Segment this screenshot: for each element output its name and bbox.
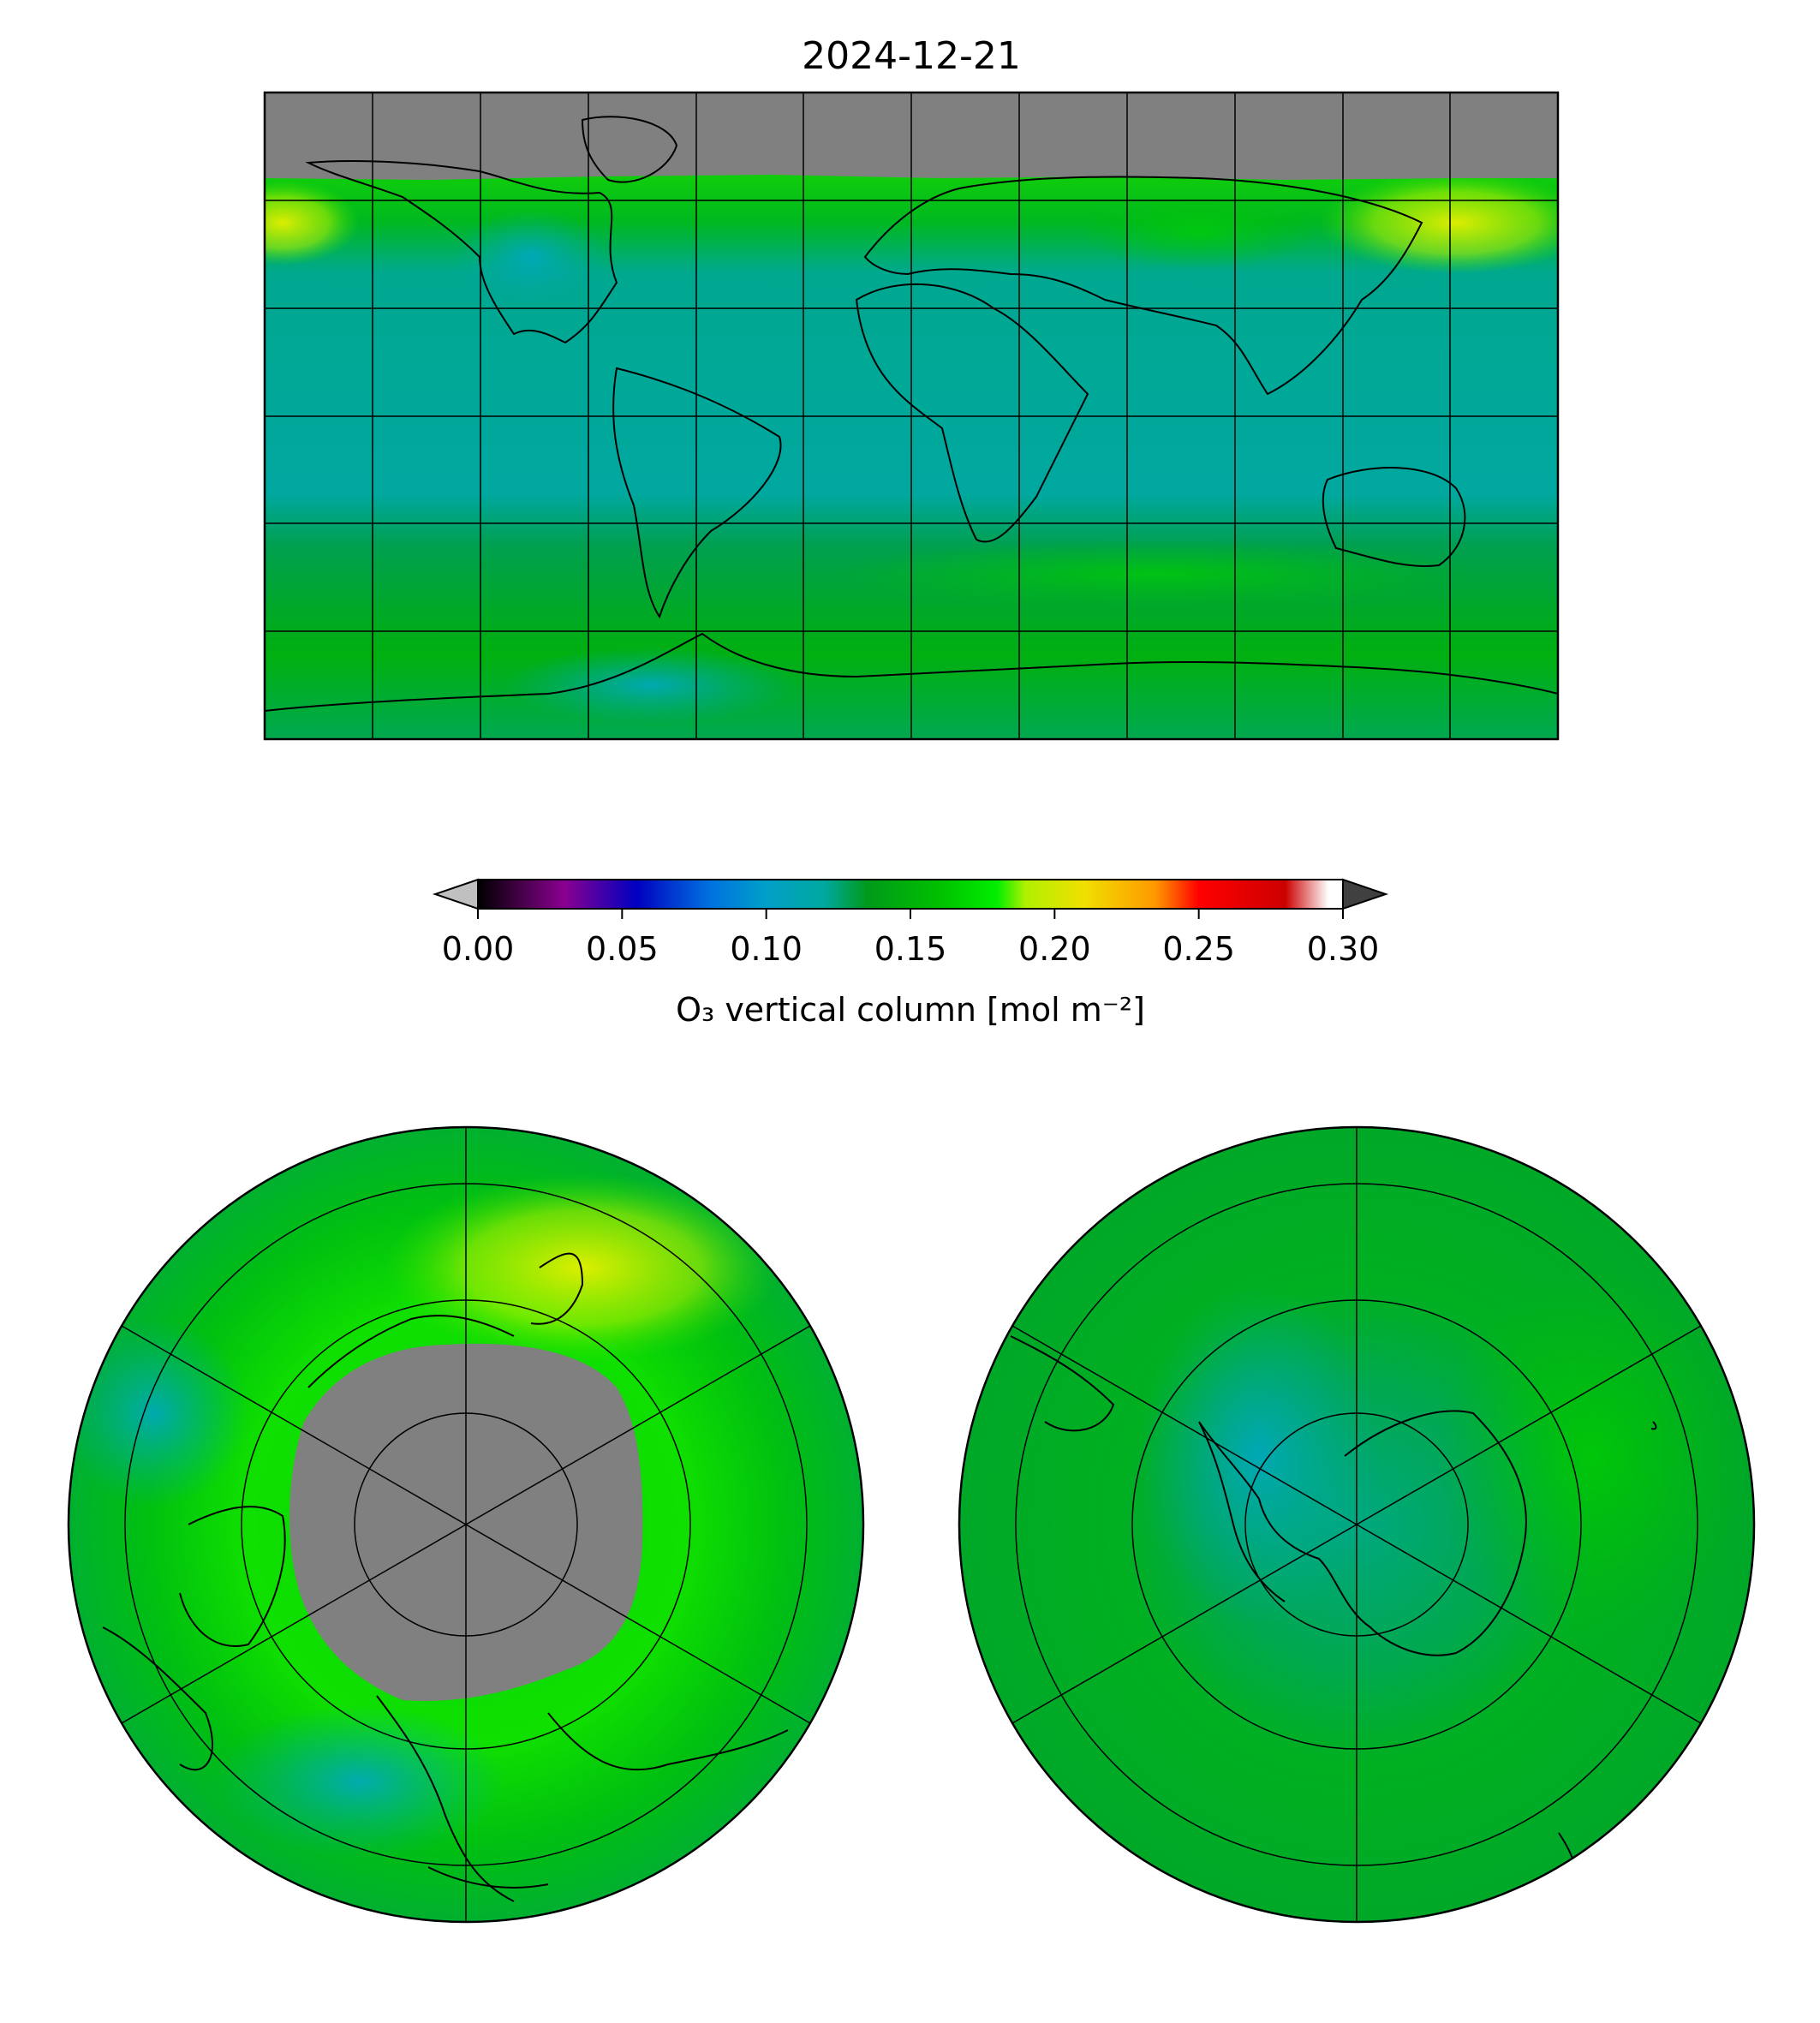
figure-title: 2024-12-21 — [802, 34, 1021, 78]
north-polar-coastlines — [102, 1252, 789, 1902]
high-ozone-region-asia — [1079, 193, 1319, 270]
green-region-south-indian — [1439, 1268, 1747, 1644]
low-ozone-region-north-atlantic — [69, 1319, 248, 1507]
north-polar-frame — [67, 1125, 865, 1924]
low-ozone-region-antarctic — [505, 647, 797, 724]
low-ozone-region-atlantic — [454, 210, 608, 304]
colorbar-label: O₃ vertical column [mol m⁻²] — [676, 991, 1145, 1029]
southern-midlat-green-band — [831, 540, 1482, 608]
global-map — [263, 91, 1560, 741]
antarctica-coastline — [1198, 1410, 1527, 1656]
low-ozone-region-weddell — [1139, 1285, 1379, 1627]
colorbar-under-extension — [432, 878, 479, 910]
global-map-frame — [263, 91, 1560, 741]
high-ozone-region-pacific-east — [1319, 171, 1558, 274]
north-polar-gridlines — [121, 1127, 811, 1922]
colorbar-tick-label: 0.15 — [874, 930, 947, 968]
colorbar: 0.00 0.05 0.10 0.15 0.20 0.25 0.30 O₃ vertical… — [432, 878, 1389, 1029]
antarctic-peninsula-coastline — [1198, 1421, 1286, 1602]
south-polar-map — [958, 1125, 1756, 1924]
colorbar-ticks: 0.00 0.05 0.10 0.15 0.20 0.25 0.30 — [442, 909, 1380, 968]
colorbar-tick-label: 0.05 — [586, 930, 659, 968]
high-ozone-region-pacific-west — [265, 180, 360, 266]
colorbar-tick-label: 0.10 — [730, 930, 803, 968]
low-ozone-region-europe — [214, 1704, 505, 1859]
global-coastlines — [265, 116, 1558, 712]
south-polar-gridlines — [1011, 1127, 1702, 1922]
colorbar-tick-label: 0.30 — [1307, 930, 1380, 968]
south-polar-frame — [958, 1125, 1756, 1924]
global-gridlines — [265, 92, 1558, 739]
colorbar-tick-label: 0.25 — [1162, 930, 1235, 968]
colorbar-body — [478, 880, 1343, 909]
colorbar-over-extension — [1342, 878, 1389, 910]
colorbar-tick-label: 0.00 — [442, 930, 515, 968]
north-polar-map — [67, 1125, 865, 1924]
high-ozone-region-north-pacific — [385, 1173, 779, 1362]
colorbar-tick-label: 0.20 — [1018, 930, 1091, 968]
